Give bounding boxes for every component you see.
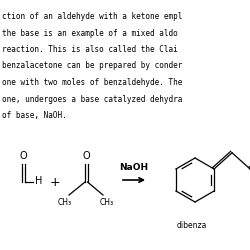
Text: H: H [35,176,42,186]
Text: ction of an aldehyde with a ketone empl: ction of an aldehyde with a ketone empl [2,12,182,21]
Text: reaction. This is also called the Clai: reaction. This is also called the Clai [2,45,178,54]
Text: CH₃: CH₃ [58,198,72,207]
Text: dibenza: dibenza [177,221,207,230]
Text: benzalacetone can be prepared by conder: benzalacetone can be prepared by conder [2,62,182,70]
Text: NaOH: NaOH [120,163,148,172]
Text: O: O [82,151,90,161]
Text: one, undergoes a base catalyzed dehydra: one, undergoes a base catalyzed dehydra [2,94,182,104]
Text: the base is an example of a mixed aldo: the base is an example of a mixed aldo [2,28,178,38]
Text: one with two moles of benzaldehyde. The: one with two moles of benzaldehyde. The [2,78,182,87]
Text: CH₃: CH₃ [100,198,114,207]
Text: +: + [50,176,60,188]
Text: O: O [19,151,27,161]
Text: of base, NaOH.: of base, NaOH. [2,111,67,120]
